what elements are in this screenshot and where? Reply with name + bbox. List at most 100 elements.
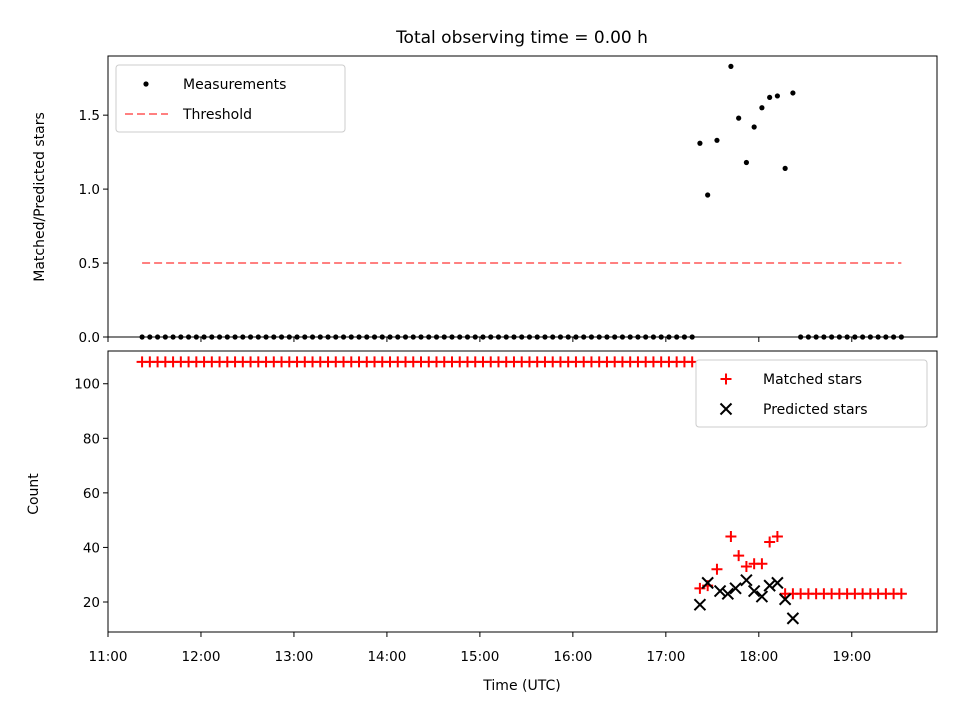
measurement-point [743,159,750,166]
bottom-legend: Matched stars Predicted stars [695,359,928,428]
measurement-point [759,105,765,111]
predicted-stars-point [747,584,761,598]
top-y-tick-label: 0.0 [79,330,100,346]
predicted-stars-point [701,576,714,590]
measurement-point [325,334,331,340]
measurement-point [714,137,720,143]
measurement-point [464,334,471,340]
measurement-point [875,334,881,340]
measurement-point [441,334,447,340]
x-tick-label: 16:00 [553,649,592,665]
measurement-point [449,334,455,340]
predicted-stars-point [693,598,707,611]
bottom-y-axis-label: Count [26,473,42,515]
matched-stars-point [764,536,776,548]
measurement-point [813,334,819,340]
top-panel: 0.0 0.5 1.0 1.5 Measurements Threshold [79,55,938,346]
matched-stars-point [711,563,723,575]
measurement-point [867,334,873,340]
top-y-tick-label: 0.5 [79,256,100,272]
measurement-point [596,334,602,340]
matched-stars-point [725,531,737,543]
measurement-point [844,334,850,340]
measurement-point [526,334,533,340]
measurement-point [348,334,354,340]
measurement-point [612,334,618,340]
measurement-point [542,334,548,340]
measurement-point [472,334,478,340]
matched-stars-point [756,558,768,570]
predicted-stars-point [740,573,753,587]
legend-label: Measurements [183,77,286,93]
measurement-point [774,93,780,99]
x-tick-label: 15:00 [460,649,499,665]
measurement-point [340,334,347,340]
measurement-point [356,334,362,340]
measurement-point [604,334,610,340]
measurement-point [705,192,711,198]
x-tick-label: 14:00 [367,649,406,665]
measurement-point [790,90,796,96]
measurement-point [488,334,494,340]
chart-title: Total observing time = 0.00 h [395,28,648,48]
measurement-point [751,124,757,130]
x-tick-label: 17:00 [646,649,685,665]
measurement-point [495,334,502,340]
measurement-point [798,334,804,340]
top-y-tick-label: 1.5 [79,108,100,124]
measurement-point [216,334,223,340]
measurement-point [278,334,285,340]
measurement-point [627,334,633,340]
measurement-point [666,334,672,340]
predicted-stars-point [763,579,776,592]
measurement-point [650,334,657,340]
measurement-point [395,334,401,340]
measurement-point [224,334,230,340]
measurement-point [821,334,827,340]
measurement-point [185,334,192,340]
measurement-point [860,334,866,340]
matched-stars-point [895,588,907,600]
measurement-point [170,334,176,340]
measurement-point [519,334,525,340]
measurement-point [418,334,424,340]
matched-stars-point [740,561,752,573]
measurement-point [402,334,409,340]
predicted-stars-point [755,590,769,603]
bottom-y-tick-label: 60 [83,486,100,502]
x-axis-label: Time (UTC) [482,678,560,694]
measurement-point [557,334,564,340]
predicted-stars-point [729,582,742,595]
bottom-y-tick-label: 100 [74,377,100,393]
measurement-point [588,334,595,340]
measurement-point [782,165,788,171]
predicted-stars-point [778,593,792,606]
predicted-stars-point [786,612,800,625]
measurement-point [209,334,215,340]
measurement-point [767,94,773,101]
measurement-point [728,63,734,69]
x-tick-label: 12:00 [182,649,221,665]
legend-box [695,359,928,428]
measurement-point [302,334,308,340]
measurement-point [193,334,199,340]
measurement-point [658,334,664,340]
measurement-point [154,334,161,340]
measurement-point [852,334,858,340]
x-tick-label: 18:00 [739,649,778,665]
measurement-point [891,334,897,340]
measurement-point [162,334,168,340]
measurement-point [139,334,145,340]
legend-dot-marker [143,81,149,87]
legend-x-marker [719,402,733,416]
bottom-y-tick-label: 20 [83,595,100,611]
x-tick-label: 11:00 [89,649,128,665]
measurement-point [371,334,378,340]
measurement-point [619,334,626,340]
legend-label: Threshold [182,107,252,123]
measurement-point [247,334,254,340]
measurement-point [503,334,509,340]
measurement-point [317,334,323,340]
measurement-point [829,334,835,340]
